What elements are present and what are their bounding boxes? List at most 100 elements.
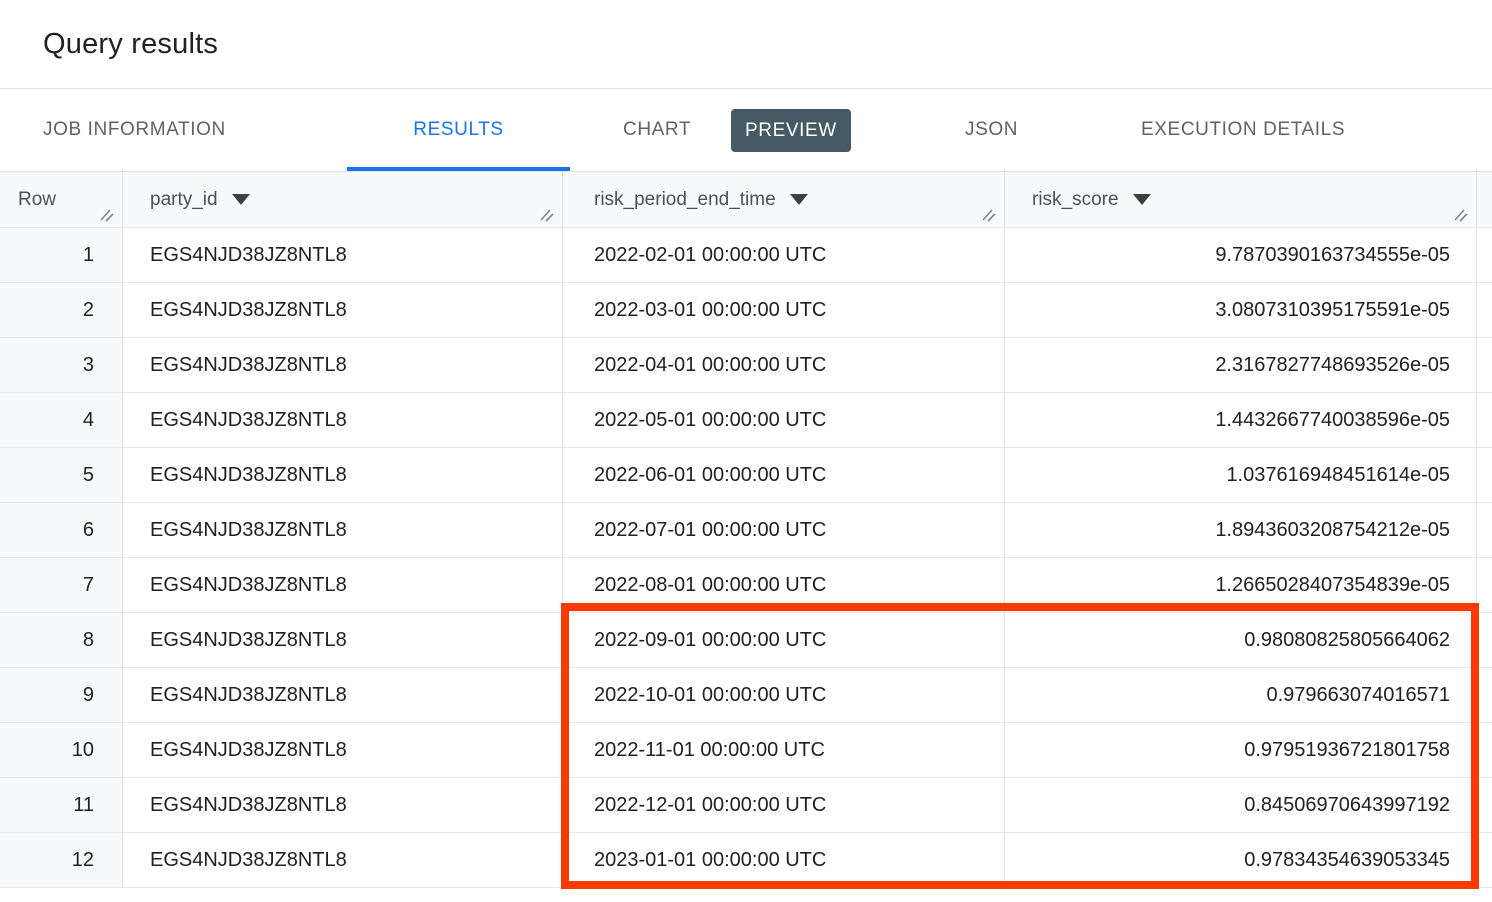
table-body: 1 EGS4NJD38JZ8NTL8 2022-02-01 00:00:00 UTC… [0, 228, 1492, 888]
table-row: 3 EGS4NJD38JZ8NTL8 2022-04-01 00:00:00 UTC… [0, 338, 1492, 393]
row-number-cell: 3 [0, 338, 123, 392]
tab-bar: JOB INFORMATION RESULTS CHART PREVIEW JS… [0, 89, 1492, 171]
tab-results[interactable]: RESULTS [413, 119, 504, 140]
table-row: 12 EGS4NJD38JZ8NTL8 2023-01-01 00:00:00 UT… [0, 833, 1492, 888]
title-bar: Query results [0, 0, 1492, 89]
results-table: Row party_id risk_period_end_time risk_s… [0, 171, 1492, 888]
party-id-cell: EGS4NJD38JZ8NTL8 [123, 723, 563, 777]
risk-period-end-time-cell: 2022-06-01 00:00:00 UTC [563, 448, 1005, 502]
risk-period-end-time-cell: 2022-05-01 00:00:00 UTC [563, 393, 1005, 447]
risk-period-end-time-cell: 2022-12-01 00:00:00 UTC [563, 778, 1005, 832]
row-number-cell: 7 [0, 558, 123, 612]
risk-score-cell: 0.97951936721801758 [1005, 723, 1477, 777]
party-id-cell: EGS4NJD38JZ8NTL8 [123, 833, 563, 887]
row-number-cell: 1 [0, 228, 123, 282]
row-gutter-cell [1477, 668, 1492, 722]
party-id-cell: EGS4NJD38JZ8NTL8 [123, 283, 563, 337]
row-gutter-cell [1477, 283, 1492, 337]
column-dropdown-arrow-icon[interactable] [1132, 194, 1151, 205]
table-row: 6 EGS4NJD38JZ8NTL8 2022-07-01 00:00:00 UTC… [0, 503, 1492, 558]
row-gutter-cell [1477, 448, 1492, 502]
table-row: 10 EGS4NJD38JZ8NTL8 2022-11-01 00:00:00 UT… [0, 723, 1492, 778]
party-id-cell: EGS4NJD38JZ8NTL8 [123, 778, 563, 832]
risk-period-end-time-cell: 2022-10-01 00:00:00 UTC [563, 668, 1005, 722]
column-resize-handle-icon[interactable] [1452, 207, 1469, 222]
table-row: 7 EGS4NJD38JZ8NTL8 2022-08-01 00:00:00 UTC… [0, 558, 1492, 613]
preview-badge: PREVIEW [731, 109, 851, 152]
row-number-cell: 8 [0, 613, 123, 667]
column-dropdown-arrow-icon[interactable] [231, 194, 250, 205]
column-header-risk-score: risk_score [1005, 172, 1477, 227]
party-id-cell: EGS4NJD38JZ8NTL8 [123, 558, 563, 612]
row-number-cell: 12 [0, 833, 123, 887]
table-row: 11 EGS4NJD38JZ8NTL8 2022-12-01 00:00:00 UT… [0, 778, 1492, 833]
risk-score-cell: 0.979663074016571 [1005, 668, 1477, 722]
row-number-cell: 9 [0, 668, 123, 722]
row-number-cell: 2 [0, 283, 123, 337]
tab-execution-details[interactable]: EXECUTION DETAILS [1141, 119, 1346, 140]
column-header-label: Row [18, 188, 57, 210]
tab-json[interactable]: JSON [965, 119, 1019, 140]
risk-score-cell: 1.2665028407354839e-05 [1005, 558, 1477, 612]
risk-period-end-time-cell: 2023-01-01 00:00:00 UTC [563, 833, 1005, 887]
risk-period-end-time-cell: 2022-09-01 00:00:00 UTC [563, 613, 1005, 667]
row-gutter-cell [1477, 613, 1492, 667]
table-row: 2 EGS4NJD38JZ8NTL8 2022-03-01 00:00:00 UTC… [0, 283, 1492, 338]
row-number-cell: 11 [0, 778, 123, 832]
table-header-row: Row party_id risk_period_end_time risk_s… [0, 172, 1492, 228]
column-header-row: Row [0, 172, 123, 227]
header-gutter-cell [1477, 172, 1492, 227]
column-dropdown-arrow-icon[interactable] [789, 194, 808, 205]
row-gutter-cell [1477, 833, 1492, 887]
row-number-cell: 5 [0, 448, 123, 502]
active-tab-underline [347, 167, 570, 171]
row-gutter-cell [1477, 558, 1492, 612]
row-gutter-cell [1477, 338, 1492, 392]
column-header-label: risk_score [1032, 188, 1119, 210]
risk-score-cell: 1.4432667740038596e-05 [1005, 393, 1477, 447]
risk-score-cell: 9.7870390163734555e-05 [1005, 228, 1477, 282]
column-header-label: risk_period_end_time [594, 188, 776, 210]
risk-score-cell: 1.037616948451614e-05 [1005, 448, 1477, 502]
row-gutter-cell [1477, 228, 1492, 282]
page-title: Query results [43, 27, 219, 60]
row-gutter-cell [1477, 723, 1492, 777]
row-gutter-cell [1477, 393, 1492, 447]
risk-period-end-time-cell: 2022-07-01 00:00:00 UTC [563, 503, 1005, 557]
column-header-label: party_id [150, 188, 218, 210]
risk-period-end-time-cell: 2022-11-01 00:00:00 UTC [563, 723, 1005, 777]
row-number-cell: 6 [0, 503, 123, 557]
row-number-cell: 4 [0, 393, 123, 447]
risk-period-end-time-cell: 2022-08-01 00:00:00 UTC [563, 558, 1005, 612]
party-id-cell: EGS4NJD38JZ8NTL8 [123, 228, 563, 282]
risk-score-cell: 1.8943603208754212e-05 [1005, 503, 1477, 557]
tab-job-information[interactable]: JOB INFORMATION [43, 119, 226, 140]
tab-chart[interactable]: CHART [623, 119, 692, 140]
column-resize-handle-icon[interactable] [980, 207, 997, 222]
risk-period-end-time-cell: 2022-04-01 00:00:00 UTC [563, 338, 1005, 392]
table-row: 4 EGS4NJD38JZ8NTL8 2022-05-01 00:00:00 UTC… [0, 393, 1492, 448]
risk-score-cell: 3.0807310395175591e-05 [1005, 283, 1477, 337]
column-resize-handle-icon[interactable] [98, 207, 115, 222]
column-header-party-id: party_id [123, 172, 563, 227]
party-id-cell: EGS4NJD38JZ8NTL8 [123, 668, 563, 722]
risk-score-cell: 2.3167827748693526e-05 [1005, 338, 1477, 392]
risk-period-end-time-cell: 2022-02-01 00:00:00 UTC [563, 228, 1005, 282]
party-id-cell: EGS4NJD38JZ8NTL8 [123, 613, 563, 667]
table-row: 9 EGS4NJD38JZ8NTL8 2022-10-01 00:00:00 UTC… [0, 668, 1492, 723]
column-header-risk-period-end-time: risk_period_end_time [563, 172, 1005, 227]
table-row: 1 EGS4NJD38JZ8NTL8 2022-02-01 00:00:00 UTC… [0, 228, 1492, 283]
table-row: 8 EGS4NJD38JZ8NTL8 2022-09-01 00:00:00 UTC… [0, 613, 1492, 668]
party-id-cell: EGS4NJD38JZ8NTL8 [123, 338, 563, 392]
column-resize-handle-icon[interactable] [538, 207, 555, 222]
row-gutter-cell [1477, 778, 1492, 832]
risk-score-cell: 0.84506970643997192 [1005, 778, 1477, 832]
risk-period-end-time-cell: 2022-03-01 00:00:00 UTC [563, 283, 1005, 337]
risk-score-cell: 0.97834354639053345 [1005, 833, 1477, 887]
party-id-cell: EGS4NJD38JZ8NTL8 [123, 448, 563, 502]
risk-score-cell: 0.98080825805664062 [1005, 613, 1477, 667]
party-id-cell: EGS4NJD38JZ8NTL8 [123, 393, 563, 447]
row-number-cell: 10 [0, 723, 123, 777]
party-id-cell: EGS4NJD38JZ8NTL8 [123, 503, 563, 557]
